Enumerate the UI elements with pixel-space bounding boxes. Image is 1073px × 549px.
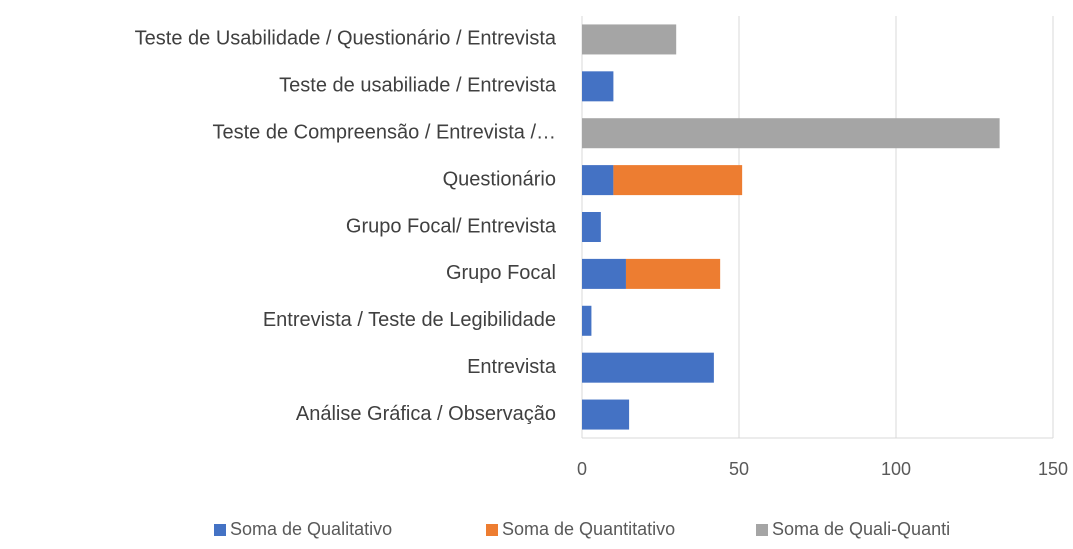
bar [582, 352, 714, 383]
bar [582, 258, 626, 289]
legend-swatch [214, 524, 226, 536]
bar [582, 71, 614, 102]
legend-swatch [756, 524, 768, 536]
y-tick-label: Análise Gráfica / Observação [296, 403, 556, 425]
y-tick-label: Teste de Usabilidade / Questionário / En… [135, 28, 557, 50]
legend-label: Soma de Qualitativo [230, 519, 392, 539]
bar [582, 165, 614, 196]
x-tick-label: 100 [881, 459, 911, 479]
x-tick-label: 50 [729, 459, 749, 479]
bar [582, 399, 630, 430]
legend-swatch [486, 524, 498, 536]
y-tick-label: Grupo Focal/ Entrevista [346, 215, 557, 237]
y-tick-label: Grupo Focal [446, 262, 556, 284]
bar [582, 305, 592, 336]
y-tick-label: Entrevista / Teste de Legibilidade [263, 309, 556, 331]
bar [582, 211, 601, 243]
y-tick-label: Teste de Compreensão / Entrevista /… [213, 122, 557, 144]
bar [582, 24, 677, 55]
x-tick-label: 0 [577, 459, 587, 479]
bar [613, 165, 743, 196]
legend-label: Soma de Quantitativo [502, 519, 675, 539]
legend-label: Soma de Quali-Quanti [772, 519, 950, 539]
x-tick-label: 150 [1038, 459, 1068, 479]
bar [582, 118, 1000, 149]
y-tick-label: Entrevista [467, 356, 557, 378]
bar [625, 258, 721, 289]
y-tick-label: Teste de usabiliade / Entrevista [279, 75, 557, 97]
y-tick-label: Questionário [443, 168, 556, 190]
